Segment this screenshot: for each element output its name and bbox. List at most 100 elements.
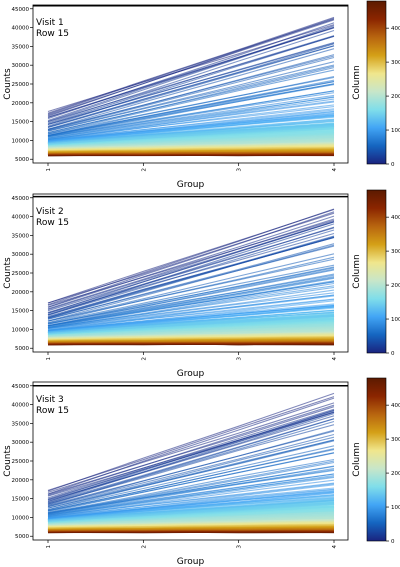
x-tick-label: 2: [141, 357, 147, 361]
series-line: [47, 413, 335, 504]
series-line: [47, 418, 335, 504]
y-tick-label: 45000: [12, 7, 30, 13]
series-line: [47, 69, 335, 135]
series-line: [47, 67, 335, 134]
series-line: [47, 402, 335, 493]
y-tick-label: 20000: [12, 290, 30, 296]
series-line: [47, 114, 335, 142]
series-line: [47, 83, 335, 137]
x-tick-label: 3: [237, 168, 243, 172]
series-line: [47, 411, 335, 497]
colorbar-tick-label: 200: [391, 471, 400, 477]
panel-annotation: Visit 1: [36, 18, 64, 28]
series-line: [47, 232, 335, 314]
series-line: [47, 264, 335, 324]
colorbar-tick-label: 400: [391, 26, 400, 32]
series-line: [47, 18, 335, 115]
colorbar-label: Column: [352, 442, 362, 476]
colorbar: [366, 189, 387, 354]
x-tick-label: 2: [141, 168, 147, 172]
colorbar-tick-label: 300: [391, 60, 400, 66]
colorbar-label: Column: [352, 254, 362, 288]
x-tick-label: 1: [46, 357, 52, 361]
series-line: [47, 212, 335, 304]
series-line: [47, 215, 335, 308]
series-line: [47, 267, 335, 325]
y-tick-label: 10000: [12, 138, 30, 144]
x-tick-label: 4: [332, 168, 338, 172]
y-tick-label: 5000: [15, 534, 29, 540]
series-line: [47, 245, 335, 320]
series-line: [47, 300, 335, 331]
series-line: [47, 408, 335, 499]
series-line: [47, 484, 335, 518]
series-line: [47, 479, 335, 517]
series-line: [47, 449, 335, 512]
series-line: [47, 309, 335, 332]
series-line: [47, 458, 335, 514]
x-tick-label: 1: [46, 545, 52, 549]
series-line: [47, 415, 335, 501]
series-line: [47, 227, 335, 313]
y-tick-label: 15000: [12, 309, 30, 315]
panel-3: 5000 10000 15000 20000 25000 30000 35000 40000 4…: [3, 377, 400, 567]
series-line: [47, 445, 335, 511]
y-tick-label: 25000: [12, 459, 30, 465]
y-tick-label: 25000: [12, 82, 30, 88]
series-line: [47, 80, 335, 136]
colorbar-tick-label: 400: [391, 215, 400, 221]
series-line: [47, 289, 335, 329]
series-lines: [47, 16, 335, 157]
y-tick-label: 10000: [12, 327, 30, 333]
series-line: [47, 43, 335, 128]
x-axis-label: Group: [177, 369, 205, 379]
x-tick-label: 3: [237, 357, 243, 361]
y-tick-label: 45000: [12, 384, 30, 390]
panel-annotation: Row 15: [36, 406, 69, 416]
colorbar-tick-label: 300: [391, 249, 400, 255]
series-line: [47, 404, 335, 496]
series-line: [47, 208, 335, 304]
series-line: [47, 100, 335, 140]
x-axis-label: Group: [177, 557, 205, 567]
y-tick-label: 10000: [12, 515, 30, 521]
series-line: [47, 109, 335, 141]
y-tick-label: 40000: [12, 215, 30, 221]
colorbar-tick-label: 200: [391, 283, 400, 289]
y-axis-label: Counts: [3, 445, 13, 477]
series-line: [47, 55, 335, 130]
series-line: [47, 24, 335, 113]
y-tick-label: 35000: [12, 44, 30, 50]
series-line: [47, 35, 335, 123]
y-tick-label: 40000: [12, 26, 30, 32]
series-line: [47, 220, 335, 311]
series-line: [47, 218, 335, 310]
series-line: [47, 281, 335, 327]
x-tick-label: 3: [237, 545, 243, 549]
series-line: [47, 440, 335, 509]
series-line: [47, 96, 335, 139]
series-line: [47, 124, 335, 145]
series-line: [47, 436, 335, 508]
colorbar-tick-label: 300: [391, 437, 400, 443]
series-line: [47, 27, 335, 118]
series-line: [47, 25, 335, 122]
panel-annotation: Row 15: [36, 29, 69, 39]
y-tick-label: 5000: [15, 157, 29, 163]
series-line: [47, 219, 335, 306]
y-tick-label: 30000: [12, 252, 30, 258]
colorbar-label: Column: [352, 65, 362, 99]
series-line: [47, 396, 335, 491]
series-line: [47, 430, 335, 506]
panel-2: 5000 10000 15000 20000 25000 30000 35000 40000 4…: [3, 189, 400, 379]
series-line: [47, 253, 335, 322]
y-tick-label: 35000: [12, 421, 30, 427]
y-tick-label: 30000: [12, 63, 30, 69]
colorbar-tick-label: 100: [391, 128, 400, 134]
y-tick-label: 20000: [12, 478, 30, 484]
colorbar-tick-label: 0: [391, 351, 395, 357]
series-line: [47, 461, 335, 514]
series-line: [47, 273, 335, 327]
series-line: [47, 42, 335, 126]
x-tick-label: 4: [332, 357, 338, 361]
